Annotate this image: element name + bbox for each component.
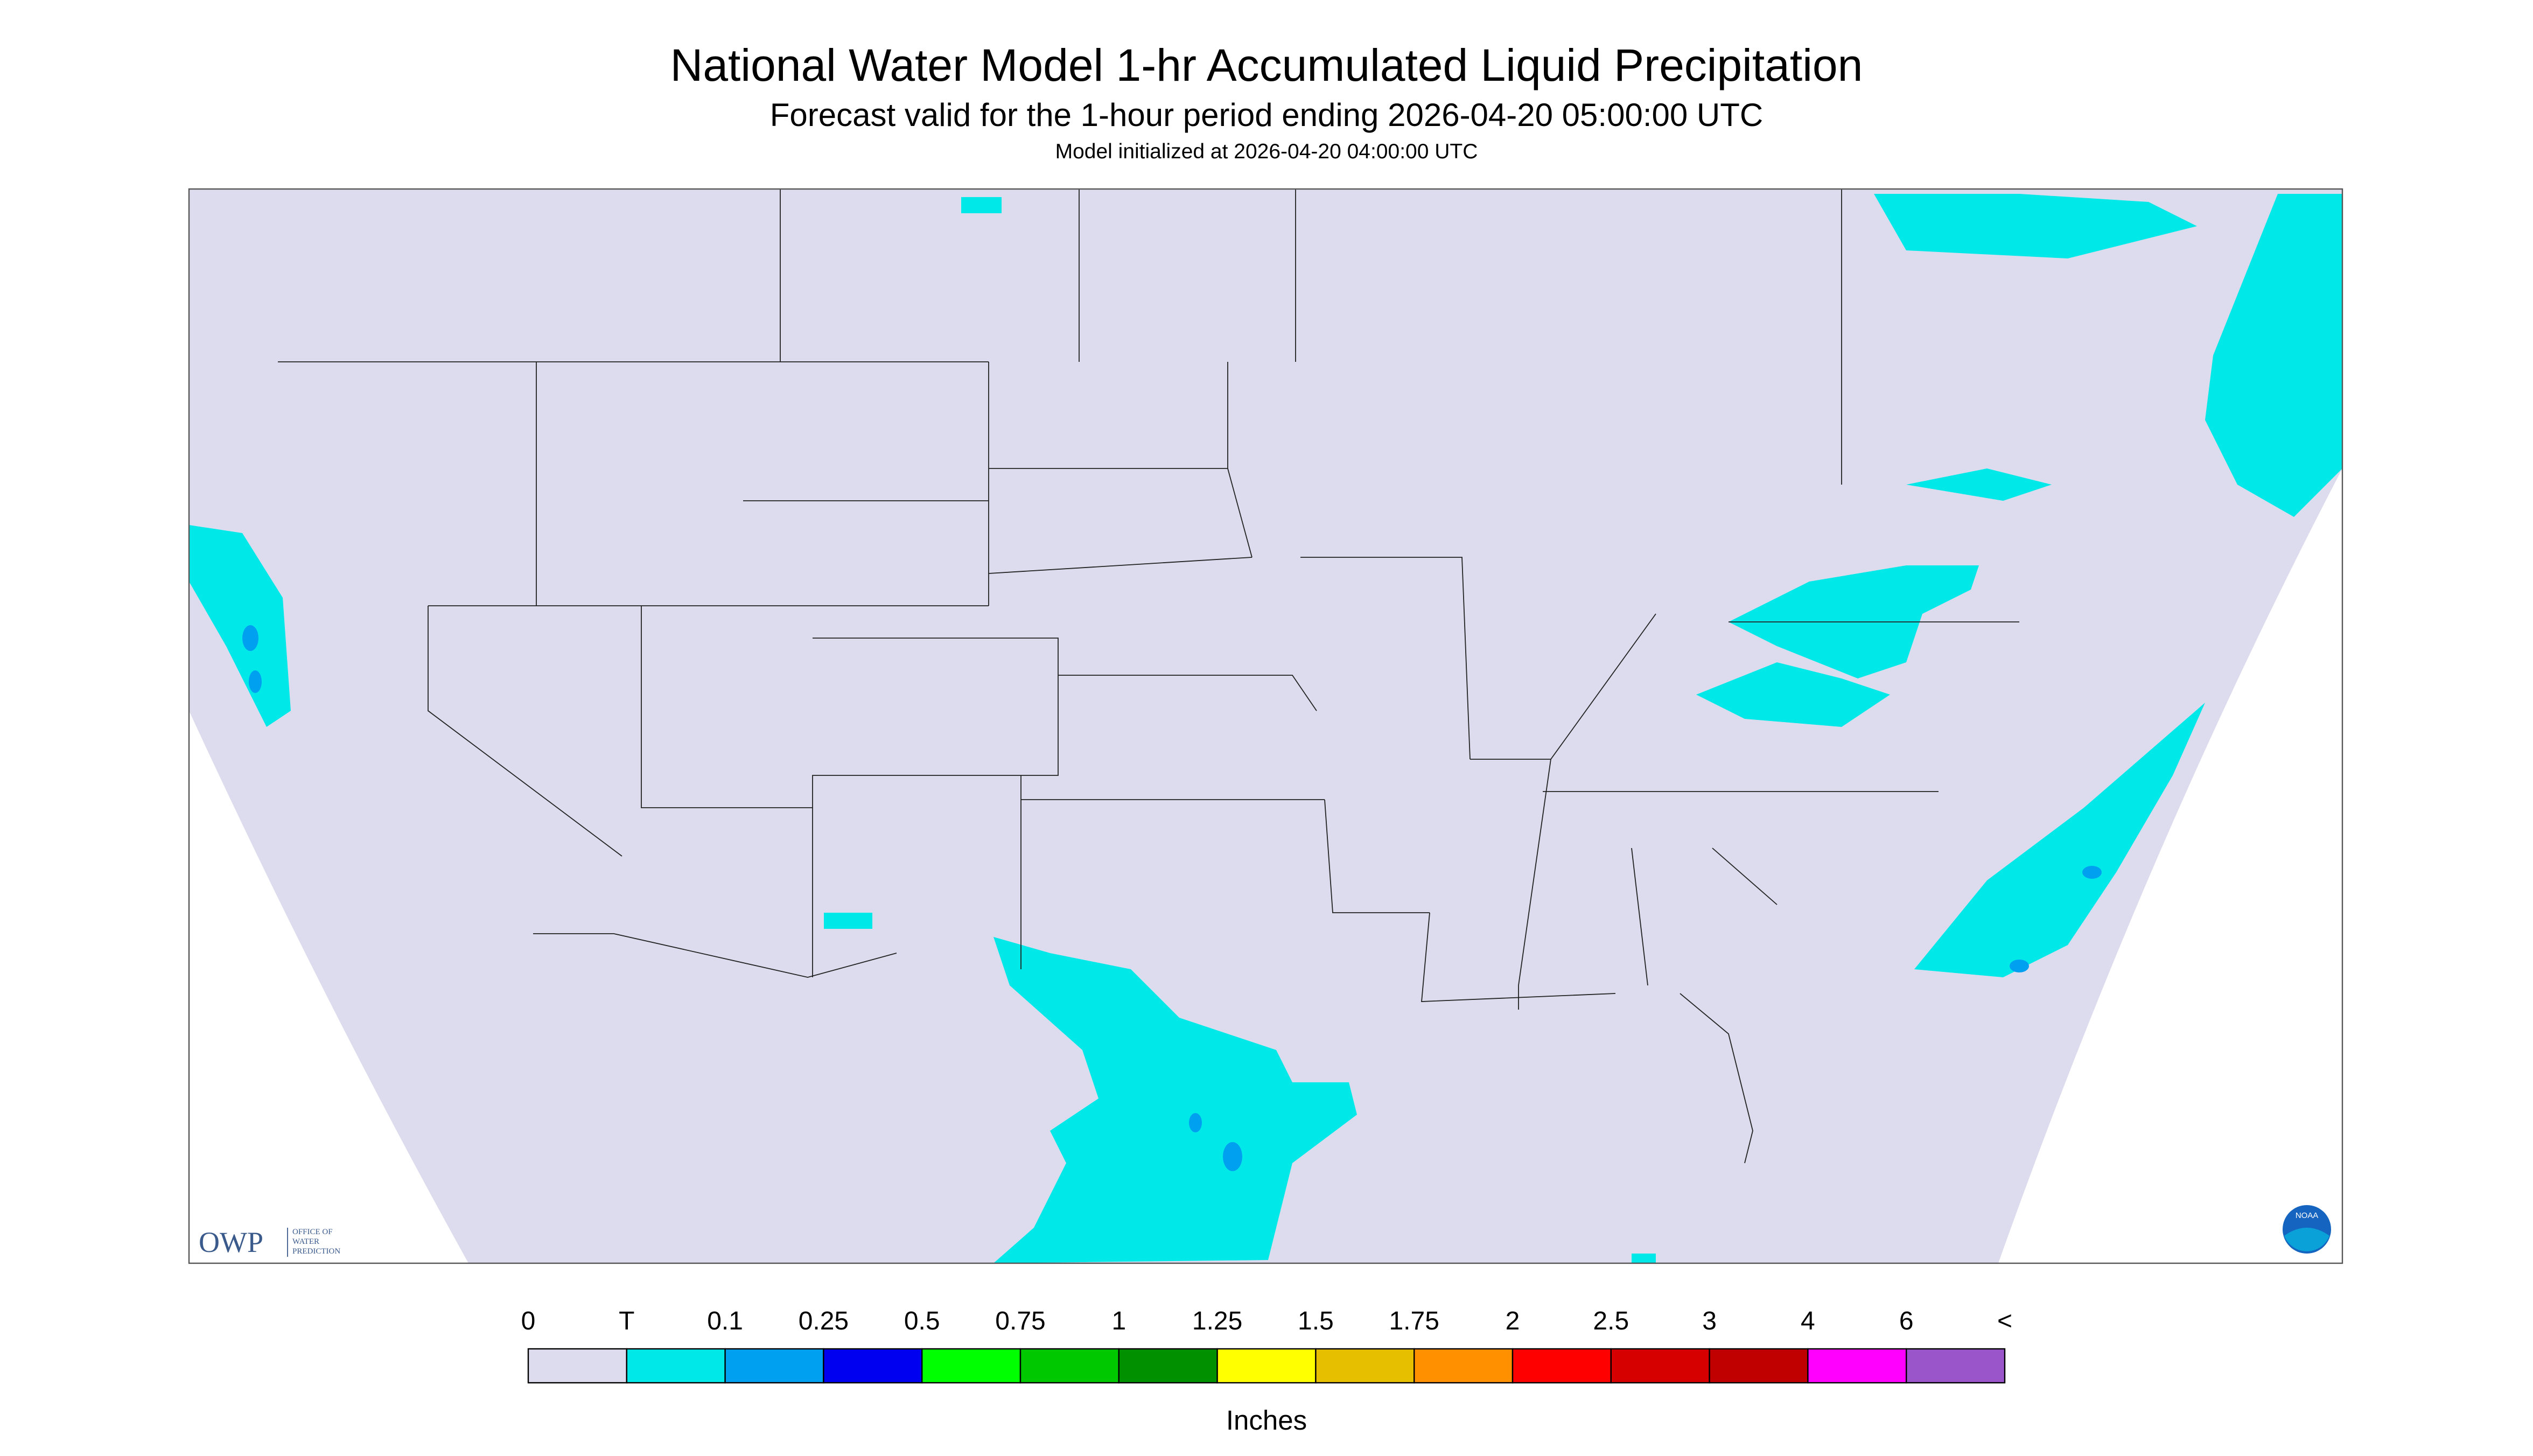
legend-label: 1.5 [1298, 1307, 1334, 1335]
owp-logo-text: OFFICE OF [292, 1228, 333, 1236]
legend-swatch [1019, 1348, 1120, 1384]
title: National Water Model 1-hr Accumulated Li… [670, 40, 1863, 90]
legend-swatch [1216, 1348, 1317, 1384]
state-borders [278, 189, 2019, 1164]
legend-swatch [724, 1348, 824, 1384]
legend-label: 3 [1702, 1307, 1717, 1335]
precipitation [189, 194, 2342, 1264]
legend: 0 T 0.1 0.25 0.5 0.75 1 1.25 1.5 1.75 2 2.5 3 4 6 < [521, 1307, 2012, 1384]
legend-swatch [1610, 1348, 1710, 1384]
legend-label: 2.5 [1593, 1307, 1629, 1335]
legend-swatch [1118, 1348, 1218, 1384]
legend-swatch [1905, 1348, 2006, 1384]
legend-label: 6 [1899, 1307, 1914, 1335]
legend-label: 1.25 [1192, 1307, 1242, 1335]
legend-label: 2 [1506, 1307, 1520, 1335]
projection-edge [189, 711, 468, 1264]
legend-label: 4 [1801, 1307, 1815, 1335]
legend-label: < [1997, 1307, 2012, 1335]
legend-label: 0 [521, 1307, 536, 1335]
legend-label: 0.75 [995, 1307, 1045, 1335]
map: OWP OFFICE OF WATER PREDICTION NOAA [188, 188, 2343, 1264]
projection-edge [1998, 468, 2342, 1264]
legend-swatch [1807, 1348, 1907, 1384]
legend-swatch [626, 1348, 726, 1384]
owp-logo-text: WATER [292, 1237, 319, 1246]
legend-label: 0.1 [707, 1307, 743, 1335]
legend-label: 0.5 [904, 1307, 940, 1335]
legend-swatch [1709, 1348, 1809, 1384]
map-frame [188, 188, 2343, 1264]
noaa-logo: NOAA [2283, 1205, 2331, 1254]
owp-logo: OWP OFFICE OF WATER PREDICTION [199, 1226, 340, 1258]
legend-label: T [619, 1307, 634, 1335]
legend-swatch [1512, 1348, 1612, 1384]
legend-unit: Inches [1226, 1405, 1307, 1436]
noaa-logo-text: NOAA [2296, 1211, 2319, 1220]
legend-swatch [1315, 1348, 1415, 1384]
legend-label: 1.75 [1389, 1307, 1439, 1335]
subtitle: Forecast valid for the 1-hour period end… [770, 97, 1763, 133]
init-note: Model initialized at 2026-04-20 04:00:00… [1055, 140, 1478, 163]
owp-logo-text: PREDICTION [292, 1247, 340, 1256]
legend-label: 0.25 [799, 1307, 849, 1335]
legend-swatch [527, 1348, 628, 1384]
legend-swatch [823, 1348, 923, 1384]
legend-label: 1 [1111, 1307, 1126, 1335]
owp-logo-mark: OWP [199, 1226, 263, 1258]
legend-swatch [1414, 1348, 1514, 1384]
legend-swatch [921, 1348, 1021, 1384]
